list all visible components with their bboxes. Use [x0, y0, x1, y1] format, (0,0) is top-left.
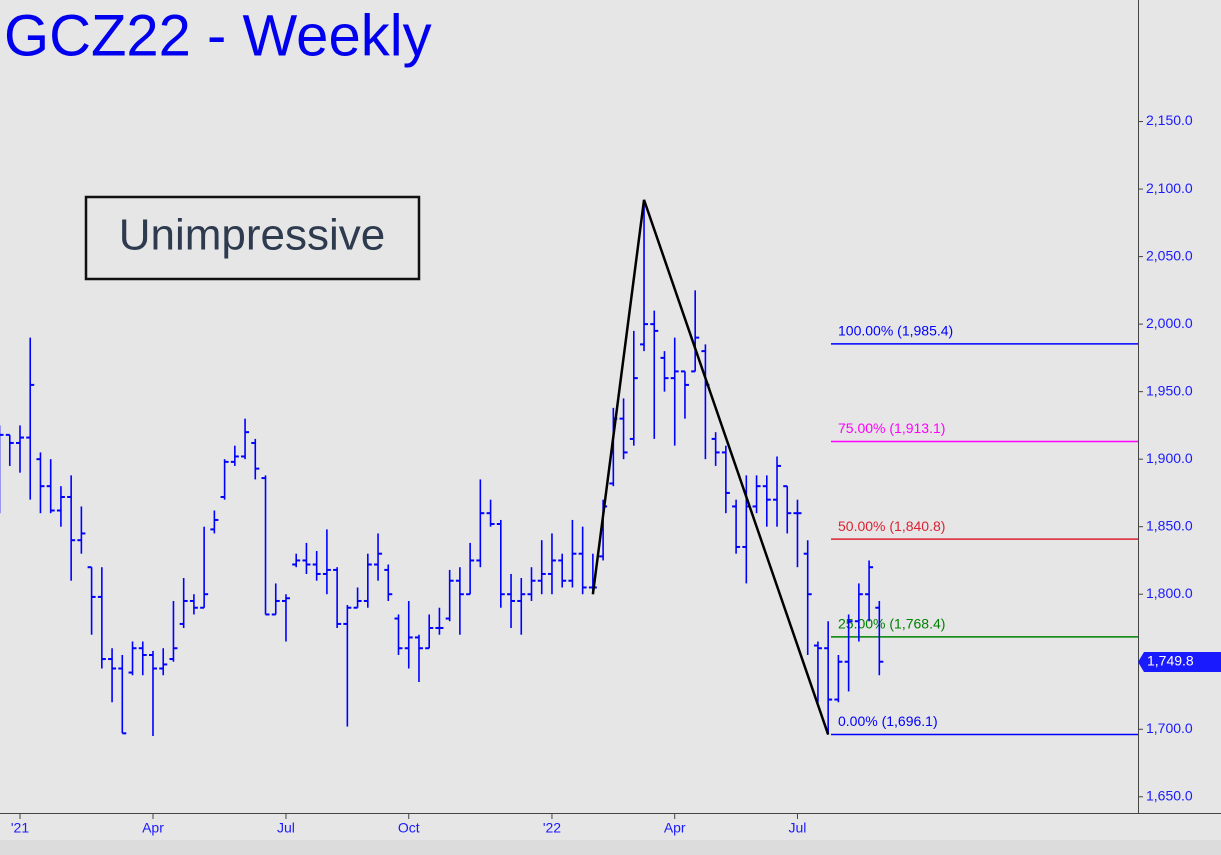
x-tick-label: Jul — [277, 820, 295, 836]
last-price-box — [1138, 652, 1221, 673]
chart-title: GCZ22 - Weekly — [4, 3, 432, 68]
y-tick-label: 1,950.0 — [1146, 382, 1193, 398]
y-tick-label: 1,700.0 — [1146, 720, 1193, 736]
x-tick-label: Apr — [142, 820, 164, 836]
zigzag-line — [591, 199, 830, 735]
x-tick-label: '22 — [543, 820, 561, 836]
last-price-label: 1,749.8 — [1147, 653, 1194, 669]
annotation: Unimpressive — [119, 211, 386, 260]
y-tick-label: 2,000.0 — [1146, 315, 1193, 331]
x-tick-label: '21 — [11, 820, 29, 836]
y-tick-label: 1,850.0 — [1146, 517, 1193, 533]
fib-label: 100.00% (1,985.4) — [838, 323, 953, 339]
fib-label: 50.00% (1,840.8) — [838, 518, 945, 534]
y-tick-label: 2,100.0 — [1146, 180, 1193, 196]
fib-label: 25.00% (1,768.4) — [838, 616, 945, 632]
annotation-box — [84, 195, 421, 281]
y-tick-label: 1,800.0 — [1146, 585, 1193, 601]
y-tick-label: 1,900.0 — [1146, 450, 1193, 466]
scrollbar — [0, 840, 1221, 855]
fib-label: 0.00% (1,696.1) — [838, 713, 938, 729]
fib-label: 75.00% (1,913.1) — [838, 420, 945, 436]
y-tick-label: 2,150.0 — [1146, 112, 1193, 128]
y-tick-label: 2,050.0 — [1146, 247, 1193, 263]
x-tick-label: Jul — [789, 820, 807, 836]
x-tick-label: Apr — [664, 820, 686, 836]
y-tick-label: 1,650.0 — [1146, 787, 1193, 803]
x-tick-label: Oct — [398, 820, 420, 836]
